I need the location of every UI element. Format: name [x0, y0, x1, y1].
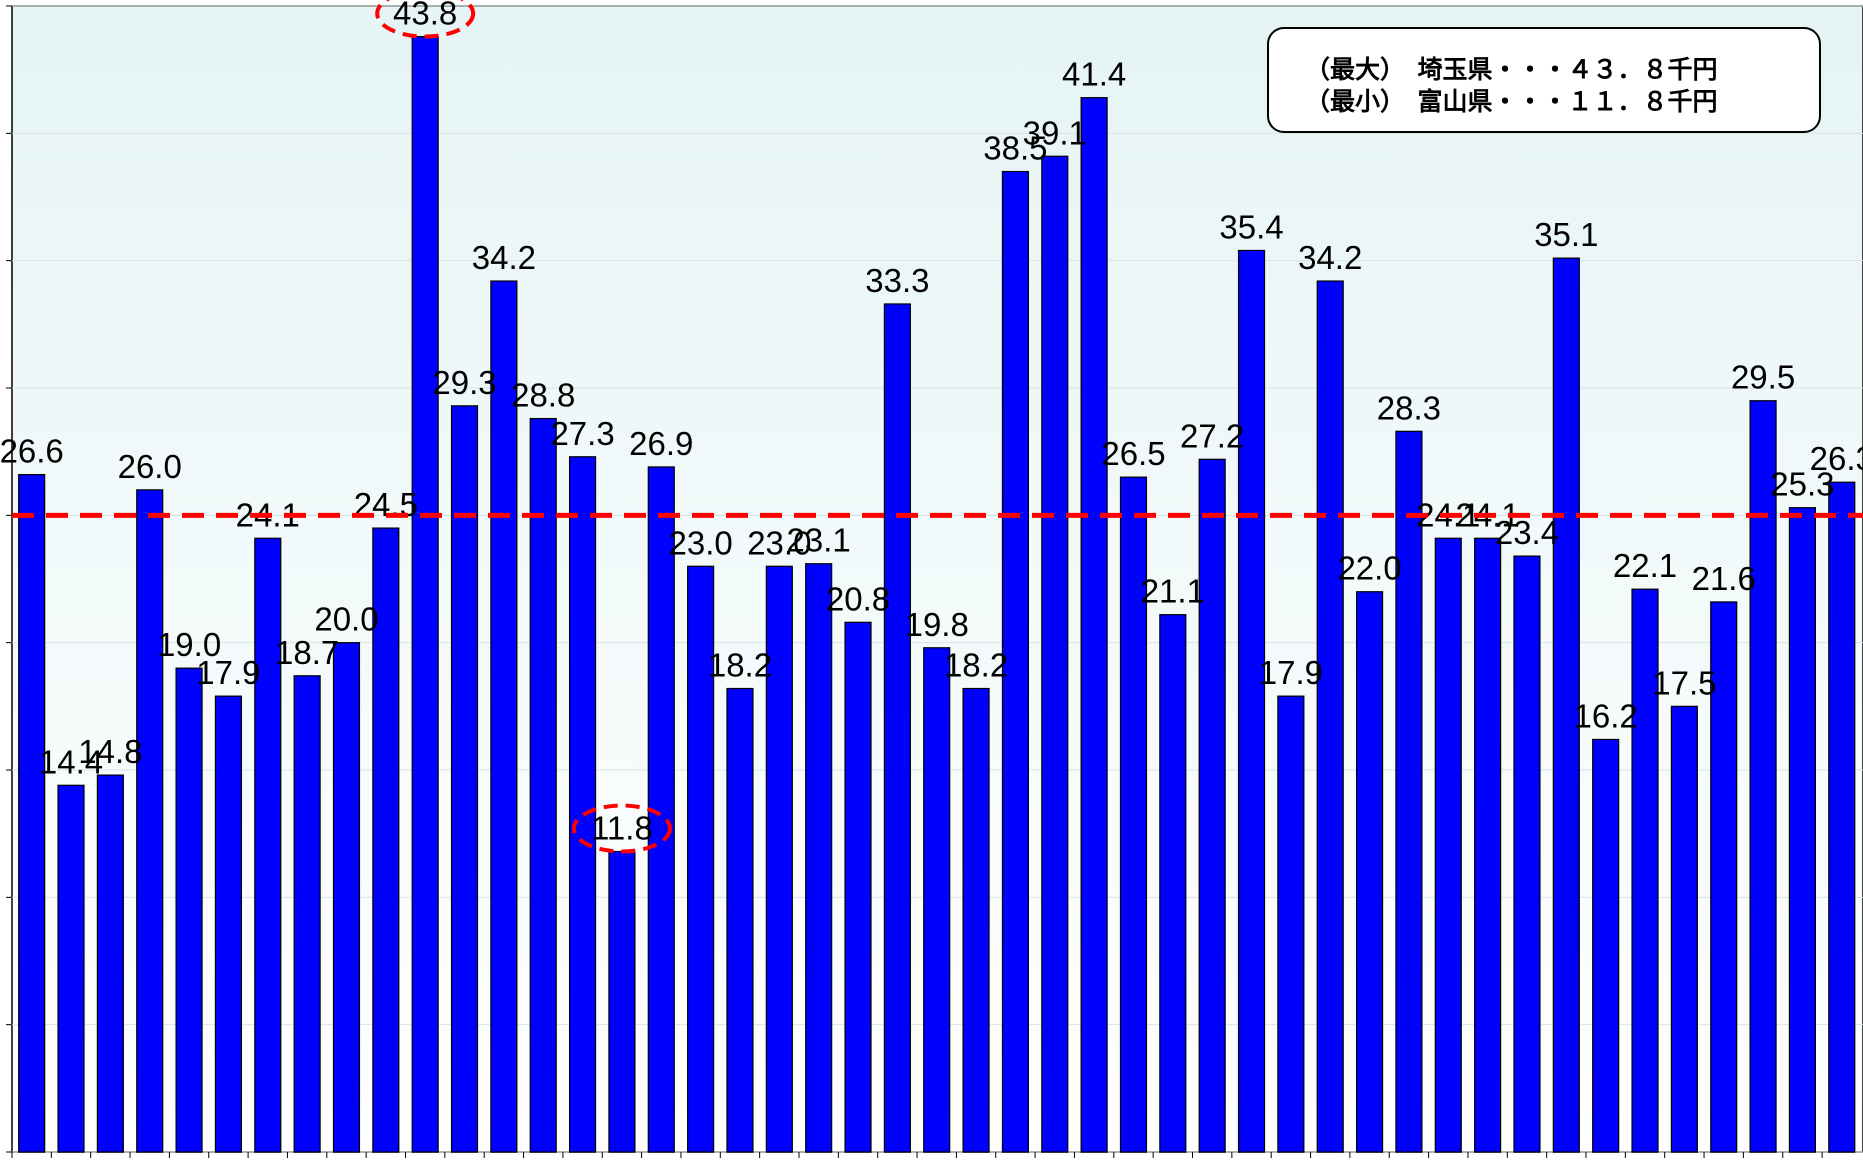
value-label: 28.3: [1377, 389, 1441, 426]
bar: [411, 35, 439, 1153]
bar: [1434, 537, 1462, 1153]
value-label: 26.5: [1101, 435, 1165, 472]
bar: [332, 642, 361, 1153]
value-label: 33.3: [865, 262, 929, 299]
bar: [1749, 400, 1777, 1153]
bar: [1119, 476, 1148, 1153]
value-label: 20.8: [826, 580, 890, 617]
bar: [1631, 588, 1659, 1153]
bar: [96, 774, 124, 1153]
value-label: 23.0: [747, 524, 811, 561]
value-label: 39.1: [1023, 114, 1087, 151]
bar: [1316, 280, 1344, 1153]
value-label: 35.4: [1219, 208, 1283, 245]
value-label: 28.8: [511, 377, 575, 414]
bar: [608, 850, 636, 1153]
value-label: 11.8: [591, 809, 653, 846]
bar: [1670, 705, 1698, 1153]
value-label: 21.1: [1141, 573, 1205, 610]
bar: [214, 695, 243, 1153]
value-label: 19.0: [157, 626, 221, 663]
value-label: 22.1: [1613, 547, 1677, 584]
value-label: 14.4: [39, 743, 103, 780]
bar: [844, 621, 872, 1153]
bar: [1710, 601, 1738, 1153]
value-label: 21.6: [1692, 560, 1756, 597]
bar: [883, 303, 911, 1153]
bar: [765, 565, 793, 1153]
bar: [962, 687, 990, 1153]
bar: [1552, 257, 1580, 1153]
value-label: 34.2: [472, 239, 536, 276]
bar: [1001, 170, 1030, 1153]
bar: [175, 667, 203, 1153]
bar: [490, 280, 518, 1153]
value-label: 27.3: [550, 415, 614, 452]
value-label: 29.3: [432, 364, 496, 401]
bar: [450, 405, 479, 1153]
bar: [57, 784, 85, 1153]
value-label: 38.5: [983, 130, 1047, 167]
bar: [923, 647, 951, 1153]
bar: [1474, 537, 1502, 1153]
value-label: 18.2: [944, 647, 1008, 684]
bar: [1788, 507, 1817, 1153]
bar: [1041, 155, 1069, 1153]
bar: [254, 537, 282, 1153]
value-label: 16.2: [1574, 697, 1638, 734]
value-label: 27.2: [1180, 417, 1244, 454]
bar: [1198, 458, 1226, 1153]
value-label: 14.8: [78, 733, 142, 770]
bar: [687, 565, 715, 1153]
bar: [805, 563, 833, 1153]
bar: [1277, 695, 1305, 1153]
bar: [1355, 591, 1384, 1153]
bar: [293, 675, 321, 1153]
value-label: 26.6: [0, 433, 64, 470]
highlight-ring: [571, 803, 672, 854]
value-label: 26.9: [629, 425, 693, 462]
bar: [372, 527, 400, 1153]
annotation-box: [1267, 27, 1821, 133]
value-label: 20.0: [314, 601, 378, 638]
bar: [726, 687, 754, 1153]
value-label: 19.8: [905, 606, 969, 643]
value-label: 17.9: [1259, 654, 1323, 691]
bar: [18, 473, 46, 1153]
bar: [136, 489, 164, 1153]
value-label: 25.3: [1770, 466, 1834, 503]
bar: [529, 417, 557, 1153]
value-label: 41.4: [1062, 56, 1126, 93]
bar: [568, 456, 597, 1153]
value-label: 43.8: [393, 0, 457, 32]
value-label: 23.0: [669, 524, 733, 561]
value-label: 17.5: [1652, 664, 1716, 701]
bar: [1513, 555, 1541, 1153]
annotation-min: （最小） 富山県・・・１１．８千円: [1305, 87, 1718, 116]
bar: [1828, 481, 1856, 1153]
bar: [1237, 249, 1266, 1153]
value-label: 18.2: [708, 647, 772, 684]
value-label: 22.0: [1337, 550, 1401, 587]
bar: [1395, 430, 1423, 1153]
value-label: 26.0: [118, 448, 182, 485]
bar: [1592, 738, 1620, 1153]
highlight-ring: [375, 0, 476, 39]
bar: [1159, 614, 1187, 1153]
value-label: 34.2: [1298, 239, 1362, 276]
value-label: 29.5: [1731, 359, 1795, 396]
value-label: 23.1: [787, 522, 851, 559]
value-label: 18.7: [275, 634, 339, 671]
bar: [1080, 97, 1108, 1153]
value-label: 26.3: [1810, 440, 1863, 477]
annotation-max: （最大） 埼玉県・・・４３．８千円: [1305, 55, 1718, 84]
value-label: 35.1: [1534, 216, 1598, 253]
value-label: 23.4: [1495, 514, 1559, 551]
value-label: 17.9: [196, 654, 260, 691]
